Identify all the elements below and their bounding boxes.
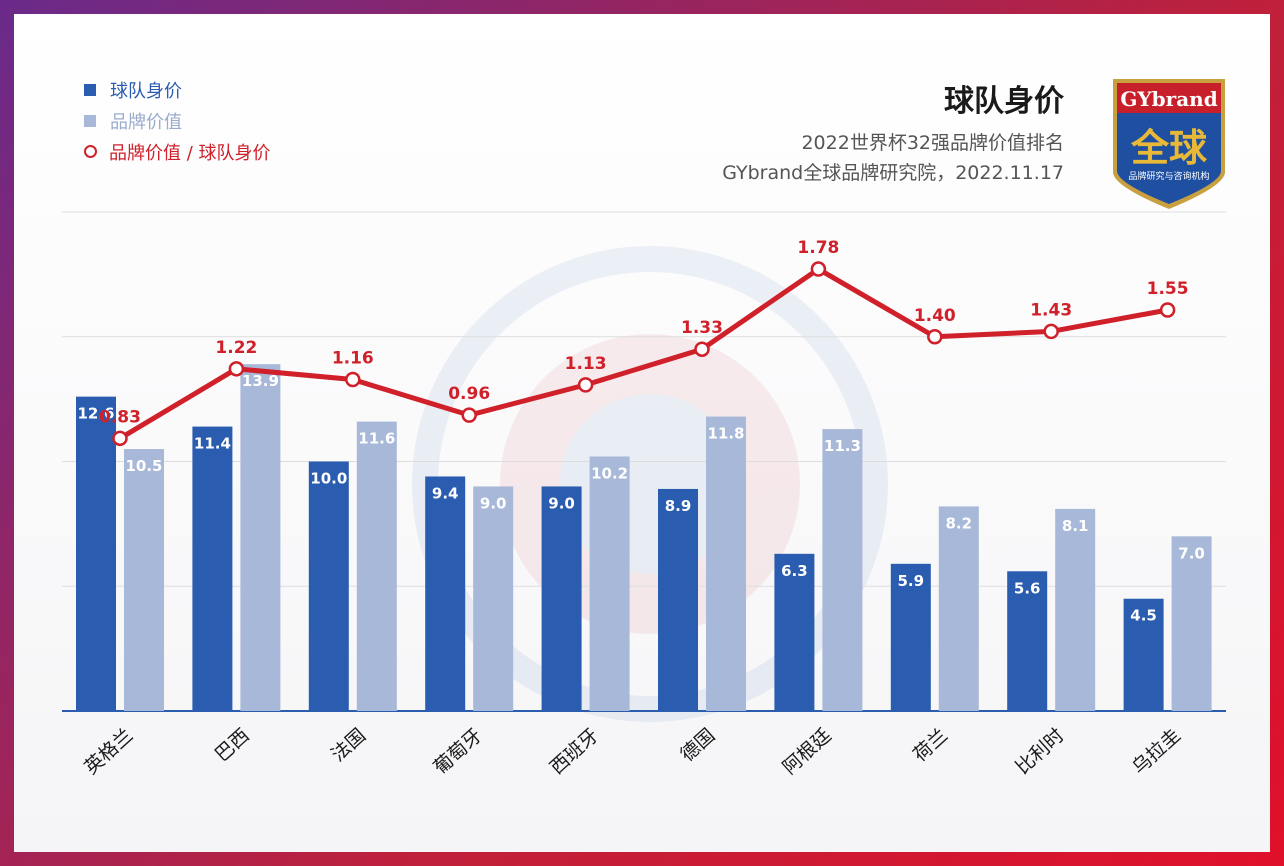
ratio-point xyxy=(927,329,943,345)
ratio-label: 1.40 xyxy=(914,306,956,326)
bar-brand-value xyxy=(938,506,979,711)
bar-label-team-value: 5.6 xyxy=(1014,579,1041,597)
ratio-point xyxy=(1159,302,1176,318)
legend-swatch-team-value xyxy=(84,83,96,96)
gybrand-logo: GYbrand 全球 品牌研究与咨询机构 xyxy=(1113,79,1225,209)
bar-brand-value xyxy=(822,429,863,711)
bar-team-value xyxy=(1007,571,1048,711)
chart-frame: 球队身价 品牌价值 品牌价值 / 球队身价 球队身价 2022世界杯32强品牌价… xyxy=(14,14,1270,852)
ratio-label: 1.22 xyxy=(215,338,257,358)
legend-label-brand-value: 品牌价值 xyxy=(110,111,182,133)
ratio-label: 1.33 xyxy=(681,318,723,338)
bar-brand-value xyxy=(589,456,630,711)
bar-brand-value xyxy=(706,416,746,711)
svg-text:GYbrand: GYbrand xyxy=(1120,87,1217,111)
x-tick-label: 德国 xyxy=(676,724,719,766)
bar-brand-value xyxy=(1055,508,1096,711)
bar-label-team-value: 11.4 xyxy=(194,435,231,453)
legend-swatch-ratio xyxy=(84,145,97,158)
ratio-point xyxy=(112,430,128,447)
x-tick-label: 荷兰 xyxy=(909,724,952,766)
bar-team-value xyxy=(890,563,931,711)
bar-team-value xyxy=(774,553,815,711)
bar-team-value xyxy=(308,461,349,711)
x-tick-label: 比利时 xyxy=(1011,724,1068,779)
chart-canvas: 12.6 10.5 11.4 13.9 10.0 11.6 9.4 9.0 9.0 10.2 8.9… xyxy=(62,211,1226,779)
chart-source: GYbrand全球品牌研究院，2022.11.17 xyxy=(722,162,1064,184)
bar-brand-value xyxy=(240,364,281,711)
ratio-point xyxy=(345,371,361,388)
chart-title: 球队身价 xyxy=(944,84,1064,119)
bar-label-brand-value: 7.0 xyxy=(1178,544,1205,562)
ratio-point xyxy=(577,377,594,393)
bar-team-value xyxy=(425,476,466,711)
bar-label-brand-value: 9.0 xyxy=(480,494,507,512)
ratio-point xyxy=(1043,323,1059,340)
ratio-label: 1.13 xyxy=(565,354,607,374)
bar-label-team-value: 9.0 xyxy=(548,494,575,512)
x-tick-label: 阿根廷 xyxy=(779,724,836,779)
bar-brand-value xyxy=(473,486,514,711)
x-tick-label: 葡萄牙 xyxy=(429,724,486,779)
bar-team-value xyxy=(658,488,698,711)
bar-brand-value xyxy=(1171,536,1212,711)
legend-item-team-value: 球队身价 xyxy=(84,74,271,105)
bar-label-brand-value: 11.8 xyxy=(707,425,744,443)
bar-label-brand-value: 11.6 xyxy=(358,430,395,448)
ratio-label: 0.96 xyxy=(448,384,490,404)
bar-label-team-value: 8.9 xyxy=(665,497,692,515)
bar-team-value xyxy=(1123,598,1164,711)
ratio-point xyxy=(694,341,710,357)
x-tick-label: 巴西 xyxy=(211,724,254,766)
svg-text:全球: 全球 xyxy=(1130,126,1208,170)
bar-label-brand-value: 8.1 xyxy=(1062,517,1089,535)
bar-brand-value xyxy=(124,449,164,711)
bar-label-team-value: 9.4 xyxy=(432,484,459,502)
chart-subtitle: 2022世界杯32强品牌价值排名 xyxy=(801,132,1064,154)
bar-team-value xyxy=(192,426,233,711)
title-block: 球队身价 2022世界杯32强品牌价值排名 GYbrand全球品牌研究院，202… xyxy=(722,76,1064,188)
legend-item-ratio: 品牌价值 / 球队身价 xyxy=(84,136,271,167)
ratio-label: 0.83 xyxy=(99,407,141,427)
ratio-line xyxy=(118,266,1169,441)
bar-label-brand-value: 11.3 xyxy=(824,437,861,455)
bar-team-value xyxy=(76,396,116,711)
ratio-point xyxy=(461,407,477,423)
bar-brand-value xyxy=(356,421,397,711)
x-tick-label: 西班牙 xyxy=(546,724,603,779)
ratio-label: 1.78 xyxy=(797,238,839,258)
x-tick-label: 英格兰 xyxy=(80,724,137,779)
bar-label-brand-value: 10.2 xyxy=(591,465,628,483)
bar-label-team-value: 4.5 xyxy=(1130,607,1157,625)
legend-label-team-value: 球队身价 xyxy=(110,80,182,102)
legend: 球队身价 品牌价值 品牌价值 / 球队身价 xyxy=(84,74,271,167)
ratio-point xyxy=(810,261,827,277)
x-tick-label: 乌拉圭 xyxy=(1128,724,1185,779)
legend-swatch-brand-value xyxy=(84,114,96,127)
bar-label-brand-value: 8.2 xyxy=(946,514,973,532)
bar-label-team-value: 10.0 xyxy=(310,470,347,488)
bar-label-brand-value: 13.9 xyxy=(242,372,279,390)
bar-label-team-value: 6.3 xyxy=(781,562,808,580)
legend-item-brand-value: 品牌价值 xyxy=(84,105,271,136)
ratio-point xyxy=(228,361,245,377)
legend-label-ratio: 品牌价值 / 球队身价 xyxy=(109,142,271,164)
bar-label-team-value: 12.6 xyxy=(77,405,114,423)
bar-label-brand-value: 10.5 xyxy=(125,457,162,475)
ratio-label: 1.43 xyxy=(1030,300,1072,320)
ratio-label: 1.16 xyxy=(332,349,374,369)
svg-text:品牌研究与咨询机构: 品牌研究与咨询机构 xyxy=(1128,170,1209,182)
x-tick-label: 法国 xyxy=(327,724,370,766)
bar-label-team-value: 5.9 xyxy=(898,572,925,590)
bar-team-value xyxy=(541,486,582,711)
ratio-label: 1.55 xyxy=(1147,279,1189,299)
